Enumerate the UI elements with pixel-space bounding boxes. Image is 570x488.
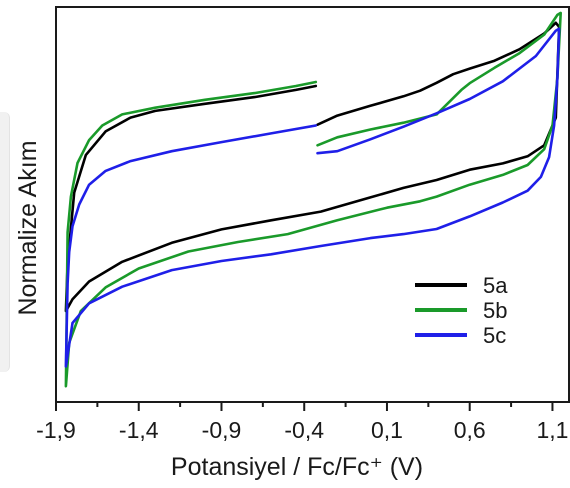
x-tick-label: -0,4 (284, 417, 324, 443)
series-line-5a (64, 21, 561, 313)
legend-label-5b: 5b (483, 298, 507, 323)
x-tick-label: 0,1 (371, 417, 403, 443)
side-panel-tab[interactable] (0, 112, 10, 372)
x-tick-label: -0,9 (202, 417, 242, 443)
x-axis-label: Potansiyel / Fc/Fc⁺ (V) (171, 453, 423, 481)
x-tick-label: 0,6 (454, 417, 486, 443)
legend-label-5a: 5a (483, 273, 508, 298)
series-line-5b (64, 11, 563, 388)
x-axis-ticks: -1,9 -1,4 -0,9 -0,4 0,1 0,6 1,1 (36, 402, 568, 443)
plot-frame (55, 6, 570, 403)
x-tick-label: 1,1 (536, 417, 568, 443)
series-line-5c (64, 27, 561, 368)
legend-label-5c: 5c (483, 323, 506, 348)
series-lines (64, 11, 563, 388)
x-tick-label: -1,4 (119, 417, 159, 443)
x-tick-label: -1,9 (36, 417, 76, 443)
y-axis-label: Normalize Akım (14, 140, 42, 315)
